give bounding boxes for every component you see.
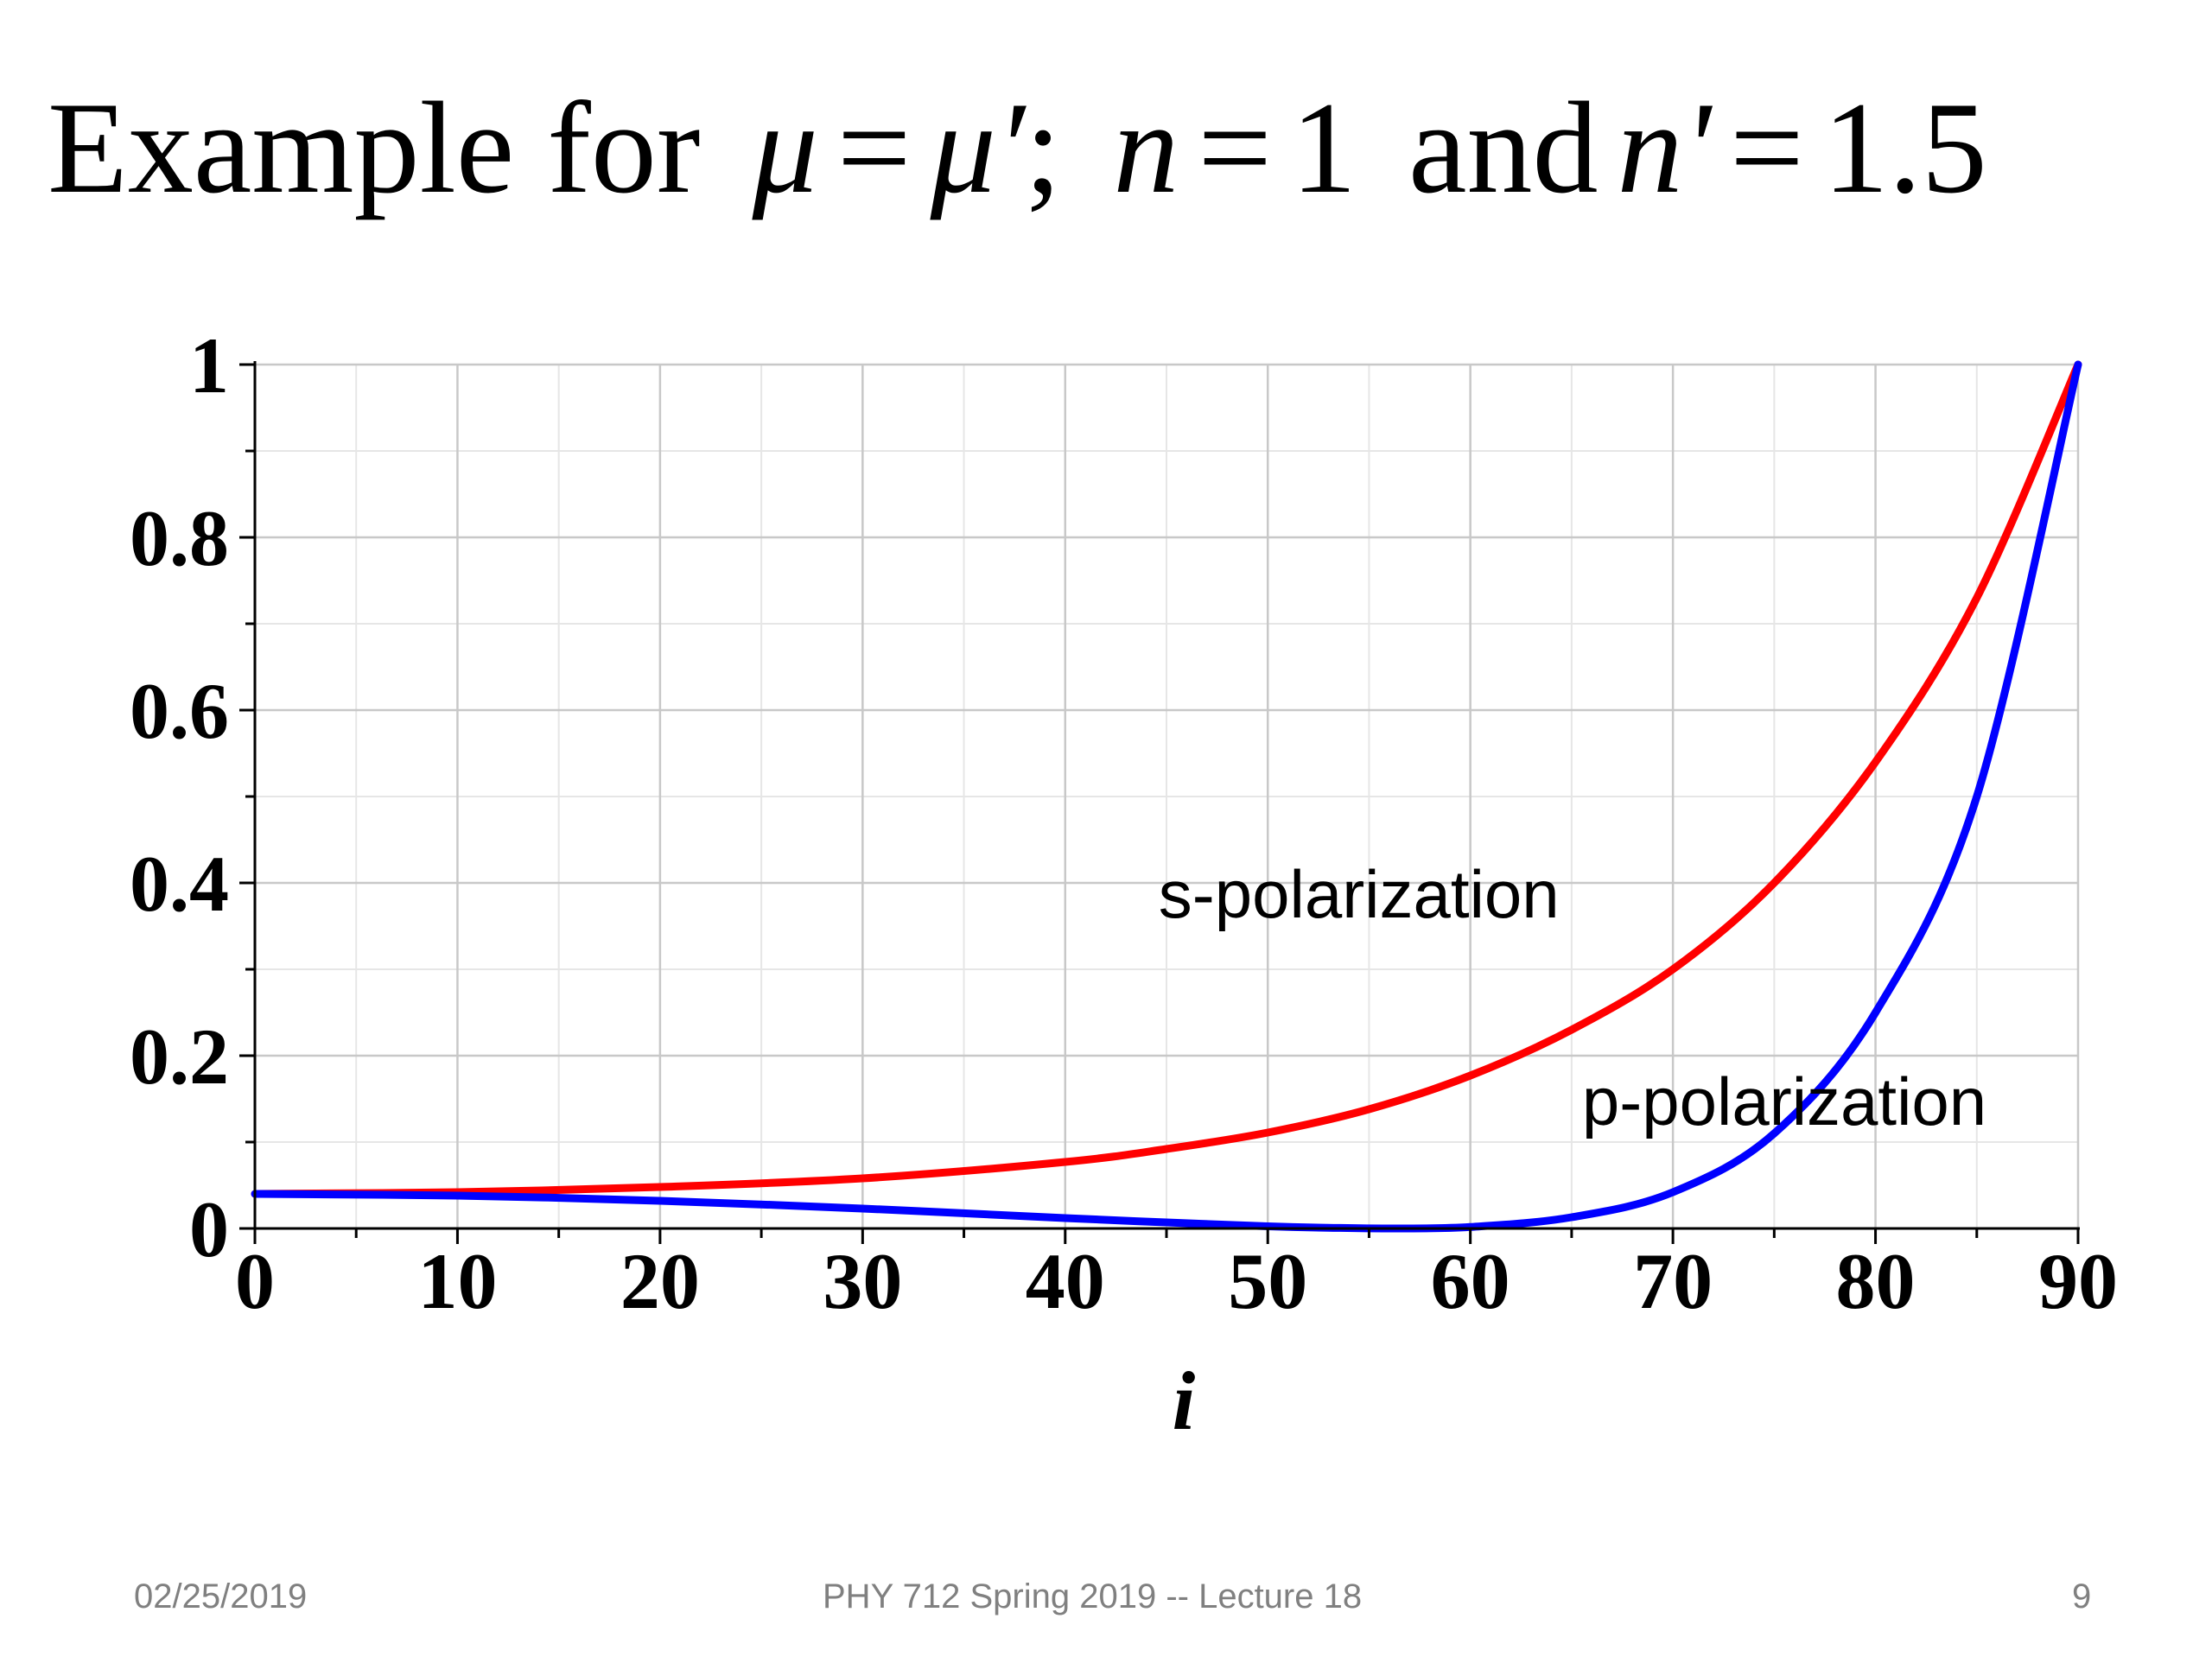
y-tick-label: 1: [189, 321, 229, 409]
title-word: Example for: [48, 75, 701, 220]
tick-marks: [239, 363, 2080, 1244]
title-mu: μ: [752, 75, 818, 220]
annotation-s-polarization: s-polarization: [1159, 856, 1560, 932]
x-tick-label: 30: [823, 1237, 902, 1325]
series-line-s-polarization: [251, 360, 2082, 1198]
x-tick-label: 50: [1228, 1237, 1307, 1325]
footer-date: 02/25/2019: [134, 1577, 308, 1615]
slide-title: Example for μ = μ′; n = 1 and n' = 1.5: [48, 82, 1987, 213]
footer-page-number: 9: [2072, 1577, 2092, 1615]
title-equals-2: =: [1198, 75, 1273, 220]
x-tick-label: 0: [235, 1237, 275, 1325]
title-n-value: 1: [1291, 75, 1357, 220]
x-tick-label: 60: [1431, 1237, 1510, 1325]
title-semicolon: ;: [1025, 75, 1062, 220]
y-tick-label: 0.2: [130, 1012, 229, 1101]
title-and: and: [1408, 75, 1599, 220]
y-tick-label: 0.6: [130, 667, 229, 755]
footer-course: PHY 712 Spring 2019 -- Lecture 18: [823, 1577, 1363, 1615]
title-n: n: [1113, 75, 1179, 220]
title-mu-prime: μ′: [930, 75, 1026, 220]
x-tick-label: 90: [2038, 1237, 2118, 1325]
title-n-prime: n': [1617, 75, 1712, 220]
y-tick-label: 0.4: [130, 840, 229, 928]
x-axis-label: i: [1173, 1355, 1196, 1447]
y-tick-label: 0: [189, 1185, 229, 1273]
x-tick-label: 40: [1026, 1237, 1105, 1325]
x-tick-label: 20: [620, 1237, 700, 1325]
x-tick-label: 10: [417, 1237, 497, 1325]
title-equals-3: =: [1730, 75, 1804, 220]
annotation-p-polarization: p-polarization: [1582, 1063, 1986, 1139]
title-n-prime-value: 1.5: [1822, 75, 1987, 220]
x-tick-label: 80: [1836, 1237, 1916, 1325]
x-tick-label: 70: [1633, 1237, 1713, 1325]
title-equals-1: =: [836, 75, 912, 220]
y-tick-label: 0.8: [130, 494, 229, 582]
